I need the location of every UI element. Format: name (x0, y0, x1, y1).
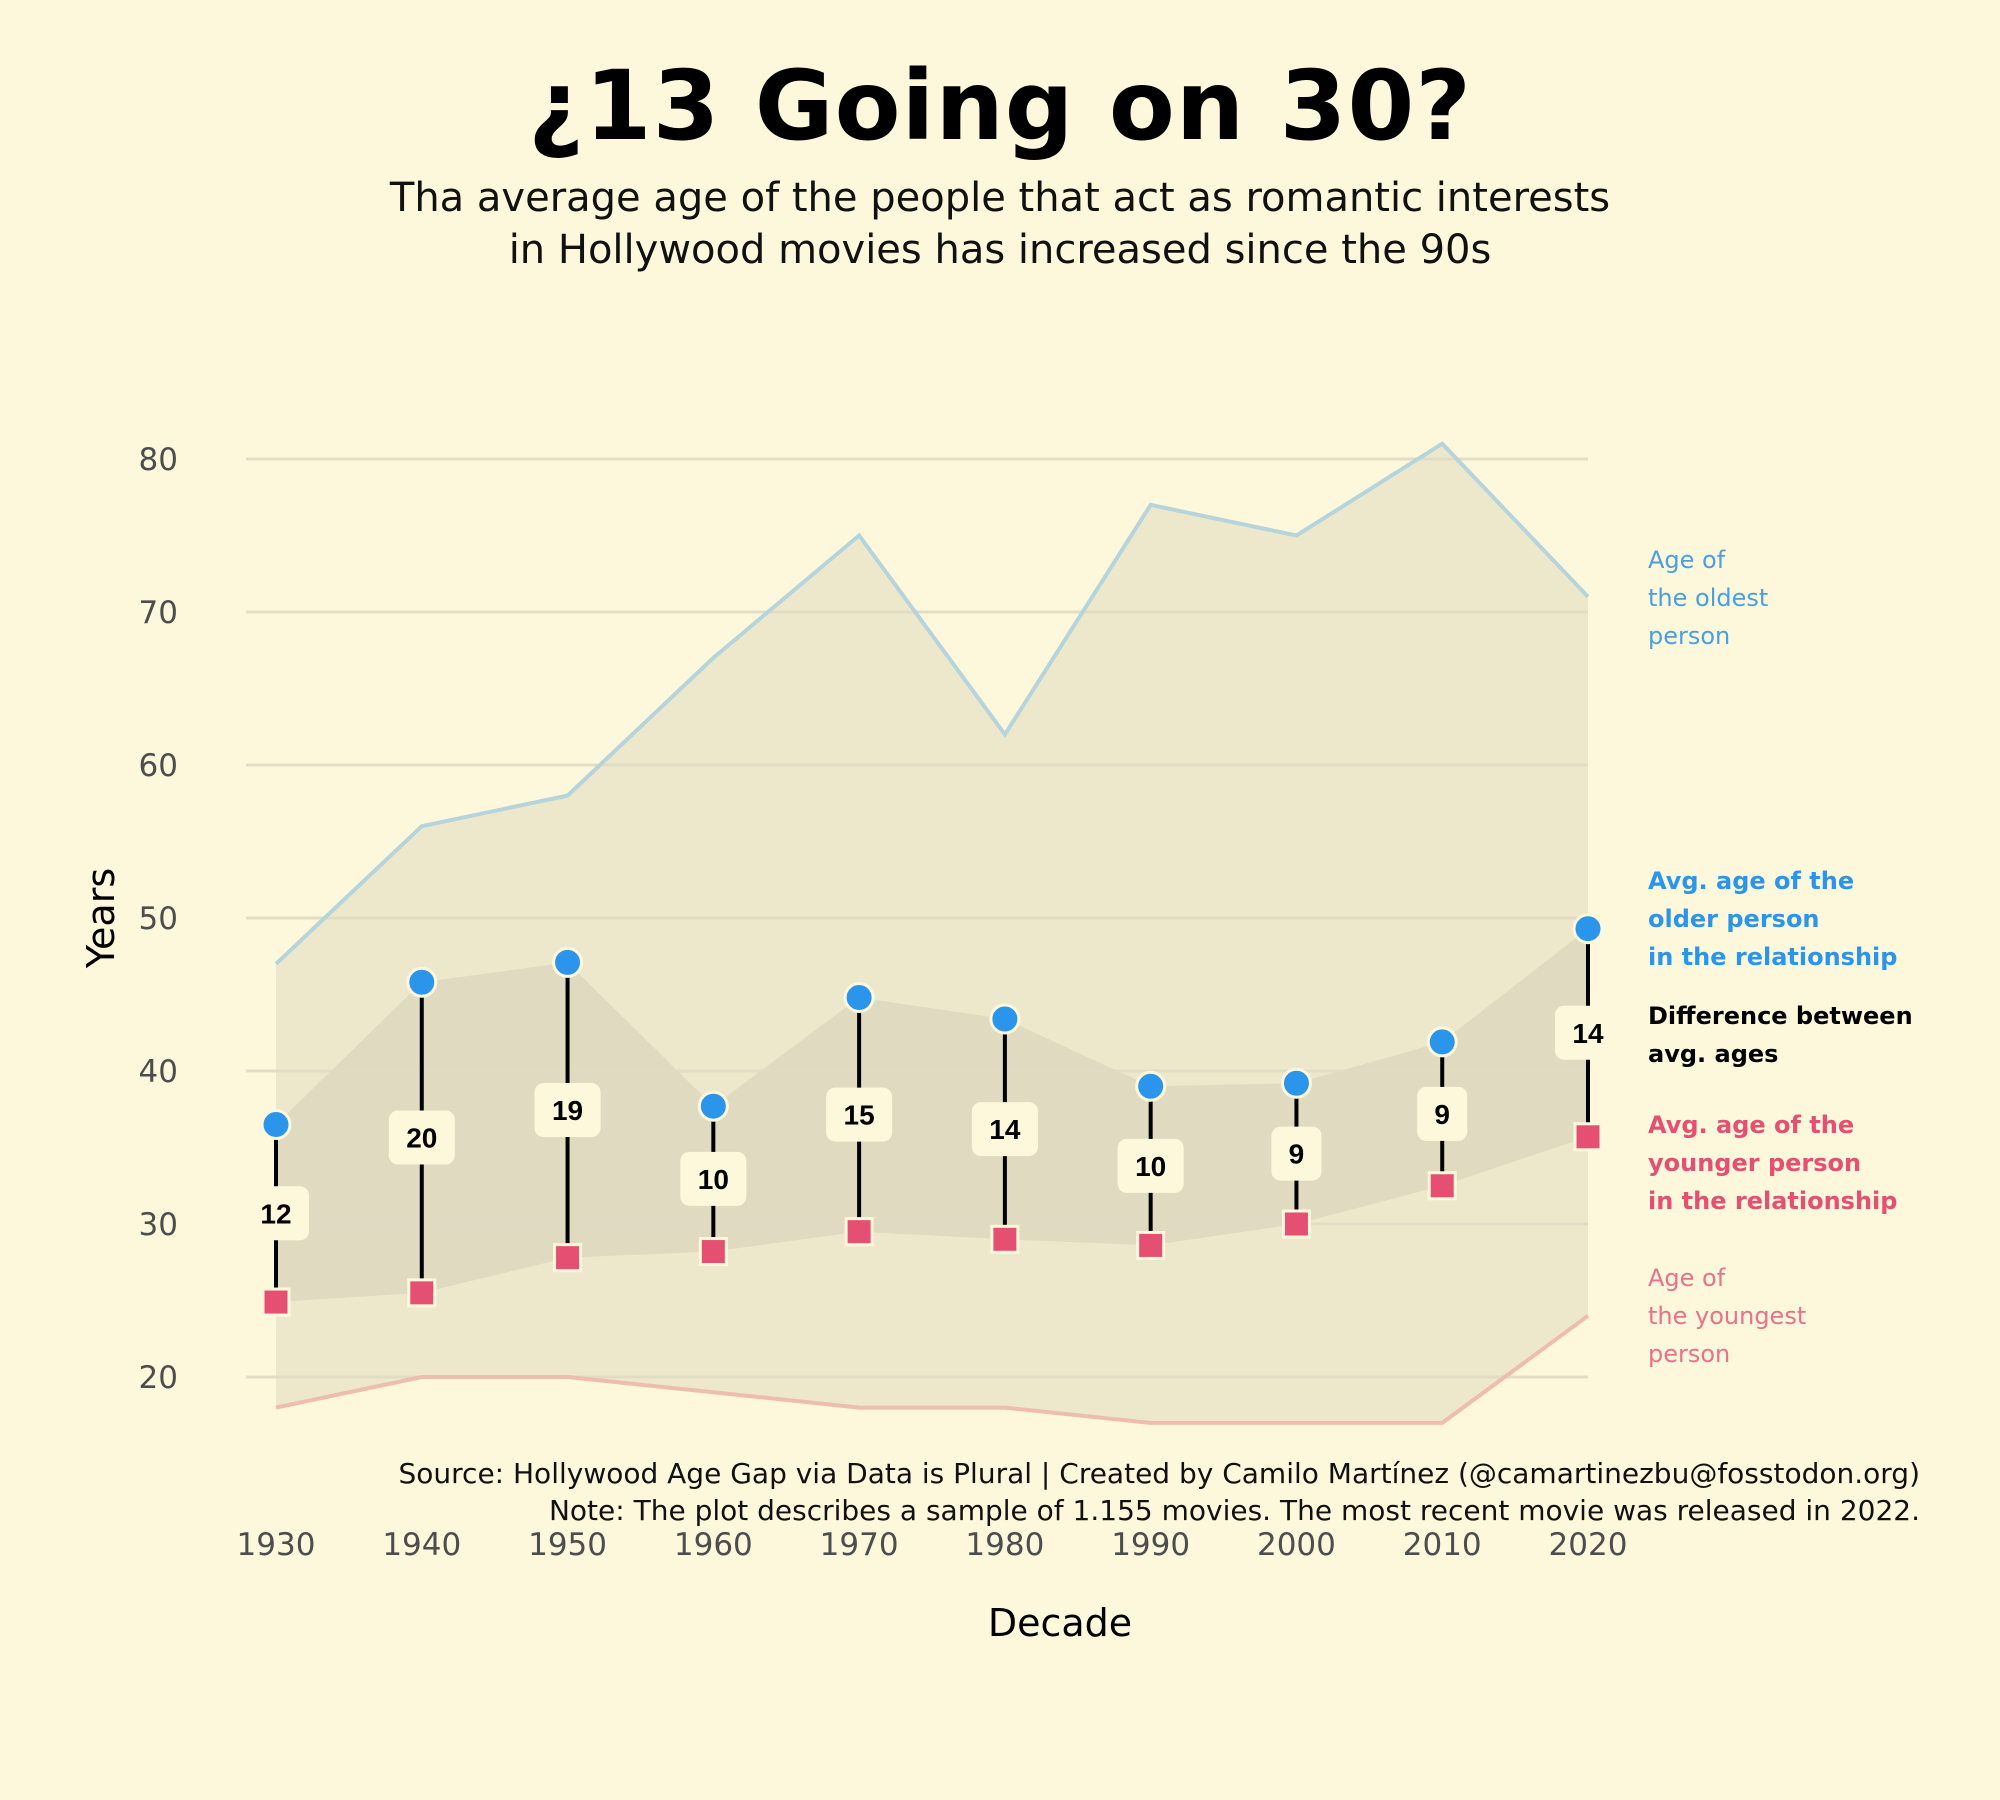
subtitle-line-2: in Hollywood movies has increased since … (508, 227, 1492, 273)
x-tick-label: 1960 (674, 1527, 753, 1563)
younger-avg-series-label: younger person (1648, 1149, 1861, 1177)
difference-label: 14 (989, 1114, 1021, 1145)
younger-avg-point (1573, 1122, 1603, 1152)
youngest-series-label: Age of (1648, 1264, 1726, 1292)
difference-label: 19 (552, 1095, 583, 1126)
difference-label-box (1117, 1138, 1184, 1193)
x-tick-label: 2020 (1549, 1527, 1628, 1563)
difference-label-box (1555, 1005, 1621, 1060)
older-avg-point (1426, 1026, 1458, 1058)
y-tick-label: 50 (139, 901, 178, 937)
difference-label: 10 (1135, 1151, 1166, 1182)
younger-avg-point (1427, 1171, 1457, 1201)
older-avg-point (552, 946, 584, 978)
difference-label: 12 (260, 1198, 291, 1229)
difference-label: 14 (1572, 1018, 1604, 1049)
older-avg-series-label: older person (1648, 905, 1820, 933)
chart-title: ¿13 Going on 30? (528, 50, 1472, 162)
younger-avg-point (698, 1237, 728, 1267)
younger-avg-point (261, 1287, 291, 1317)
difference-label-box (1271, 1126, 1322, 1181)
oldest-age-line (274, 441, 1590, 966)
y-tick-label: 70 (139, 595, 178, 631)
source-note: Source: Hollywood Age Gap via Data is Pl… (398, 1457, 1921, 1490)
younger-avg-point (844, 1217, 874, 1247)
x-tick-label: 1990 (1111, 1527, 1190, 1563)
avg-band (276, 928, 1588, 1303)
older-avg-point (406, 966, 438, 998)
y-tick-label: 30 (139, 1207, 178, 1243)
difference-label-box (534, 1083, 601, 1138)
younger-avg-point (1281, 1209, 1311, 1239)
x-tick-label: 1980 (965, 1527, 1044, 1563)
sample-note: Note: The plot describes a sample of 1.1… (548, 1494, 1920, 1527)
x-tick-label: 1930 (237, 1527, 316, 1563)
difference-series-label: Difference between (1648, 1002, 1913, 1030)
x-tick-label: 2010 (1403, 1527, 1482, 1563)
chart-caption: Source: Hollywood Age Gap via Data is Pl… (399, 1455, 1921, 1529)
older-avg-point (989, 1003, 1021, 1035)
difference-series-label: avg. ages (1648, 1040, 1778, 1068)
difference-label-box (388, 1110, 455, 1165)
youngest-age-line (275, 1314, 1590, 1425)
oldest-series-label: Age of (1648, 546, 1726, 574)
difference-label: 20 (406, 1123, 437, 1154)
difference-label-box (826, 1087, 893, 1142)
subtitle-line-1: Tha average age of the people that act a… (389, 175, 1611, 221)
younger-avg-series-label: in the relationship (1648, 1187, 1897, 1215)
difference-label: 15 (844, 1100, 875, 1131)
older-avg-series-label: in the relationship (1648, 943, 1897, 971)
older-avg-point (1135, 1070, 1167, 1102)
older-avg-point (1572, 913, 1604, 945)
difference-label: 9 (1434, 1099, 1450, 1130)
x-axis-title: Decade (988, 1601, 1132, 1645)
y-axis-title: Years (79, 868, 123, 969)
x-tick-label: 1940 (382, 1527, 461, 1563)
x-tick-label: 1950 (528, 1527, 607, 1563)
difference-label-box (971, 1102, 1038, 1157)
y-tick-label: 80 (139, 442, 178, 478)
younger-avg-point (553, 1243, 583, 1273)
difference-label-box (1417, 1086, 1468, 1141)
difference-label: 9 (1289, 1139, 1305, 1170)
x-tick-label: 1970 (820, 1527, 899, 1563)
x-tick-label: 2000 (1257, 1527, 1336, 1563)
y-tick-label: 40 (139, 1054, 178, 1090)
younger-avg-point (1136, 1230, 1166, 1260)
youngest-series-label: person (1648, 1340, 1730, 1368)
difference-label-box (680, 1151, 747, 1206)
older-avg-point (260, 1109, 292, 1141)
y-tick-label: 20 (139, 1360, 178, 1396)
older-avg-series-label: Avg. age of the (1648, 867, 1854, 895)
oldest-series-label: person (1648, 622, 1730, 650)
younger-avg-point (990, 1224, 1020, 1254)
older-avg-point (843, 982, 875, 1014)
y-tick-label: 60 (139, 748, 178, 784)
younger-avg-series-label: Avg. age of the (1648, 1111, 1854, 1139)
youngest-series-label: the youngest (1648, 1302, 1806, 1330)
chart-subtitle: Tha average age of the people that act a… (0, 172, 2000, 276)
difference-label-box (243, 1186, 309, 1241)
younger-avg-point (407, 1278, 437, 1308)
difference-label: 10 (698, 1164, 729, 1195)
oldest-series-label: the oldest (1648, 584, 1768, 612)
older-avg-point (1280, 1067, 1312, 1099)
older-avg-point (697, 1090, 729, 1122)
